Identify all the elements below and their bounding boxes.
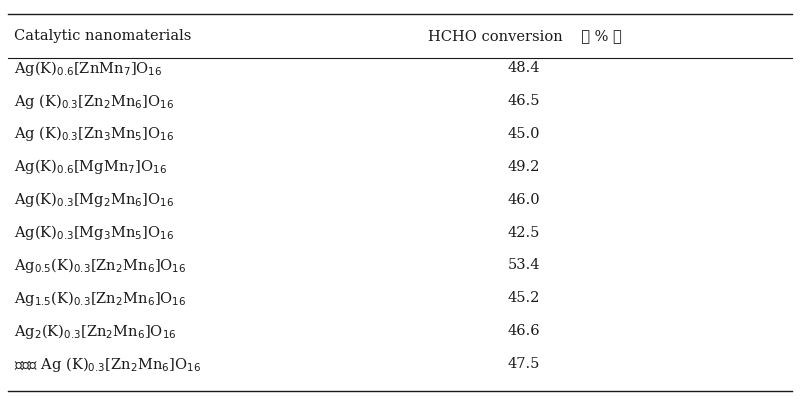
Text: 53.4: 53.4 xyxy=(508,259,541,272)
Text: Ag(K)$_{0.6}$[ZnMn$_7$]O$_{16}$: Ag(K)$_{0.6}$[ZnMn$_7$]O$_{16}$ xyxy=(14,59,162,78)
Text: Ag$_{0.5}$(K)$_{0.3}$[Zn$_2$Mn$_6$]O$_{16}$: Ag$_{0.5}$(K)$_{0.3}$[Zn$_2$Mn$_6$]O$_{1… xyxy=(14,256,186,275)
Text: 46.6: 46.6 xyxy=(508,324,541,338)
Text: 48.4: 48.4 xyxy=(508,61,541,75)
Text: Ag(K)$_{0.3}$[Mg$_3$Mn$_5$]O$_{16}$: Ag(K)$_{0.3}$[Mg$_3$Mn$_5$]O$_{16}$ xyxy=(14,223,174,242)
Text: Ag$_2$(K)$_{0.3}$[Zn$_2$Mn$_6$]O$_{16}$: Ag$_2$(K)$_{0.3}$[Zn$_2$Mn$_6$]O$_{16}$ xyxy=(14,322,177,341)
Text: Ag$_{1.5}$(K)$_{0.3}$[Zn$_2$Mn$_6$]O$_{16}$: Ag$_{1.5}$(K)$_{0.3}$[Zn$_2$Mn$_6$]O$_{1… xyxy=(14,289,186,308)
Text: Ag (K)$_{0.3}$[Zn$_3$Mn$_5$]O$_{16}$: Ag (K)$_{0.3}$[Zn$_3$Mn$_5$]O$_{16}$ xyxy=(14,124,174,144)
Text: 46.0: 46.0 xyxy=(508,193,541,207)
Text: 45.0: 45.0 xyxy=(508,127,541,141)
Text: 45.2: 45.2 xyxy=(508,292,540,305)
Text: HCHO conversion    （ % ）: HCHO conversion （ % ） xyxy=(428,29,622,43)
Text: 46.5: 46.5 xyxy=(508,94,541,108)
Text: 49.2: 49.2 xyxy=(508,160,540,174)
Text: Catalytic nanomaterials: Catalytic nanomaterials xyxy=(14,29,192,43)
Text: Ag (K)$_{0.3}$[Zn$_2$Mn$_6$]O$_{16}$: Ag (K)$_{0.3}$[Zn$_2$Mn$_6$]O$_{16}$ xyxy=(14,91,174,111)
Text: Ag(K)$_{0.6}$[MgMn$_7$]O$_{16}$: Ag(K)$_{0.6}$[MgMn$_7$]O$_{16}$ xyxy=(14,157,167,176)
Text: 42.5: 42.5 xyxy=(508,226,540,239)
Text: 整体型 Ag (K)$_{0.3}$[Zn$_2$Mn$_6$]O$_{16}$: 整体型 Ag (K)$_{0.3}$[Zn$_2$Mn$_6$]O$_{16}$ xyxy=(14,354,202,374)
Text: 47.5: 47.5 xyxy=(508,357,540,371)
Text: Ag(K)$_{0.3}$[Mg$_2$Mn$_6$]O$_{16}$: Ag(K)$_{0.3}$[Mg$_2$Mn$_6$]O$_{16}$ xyxy=(14,190,174,209)
